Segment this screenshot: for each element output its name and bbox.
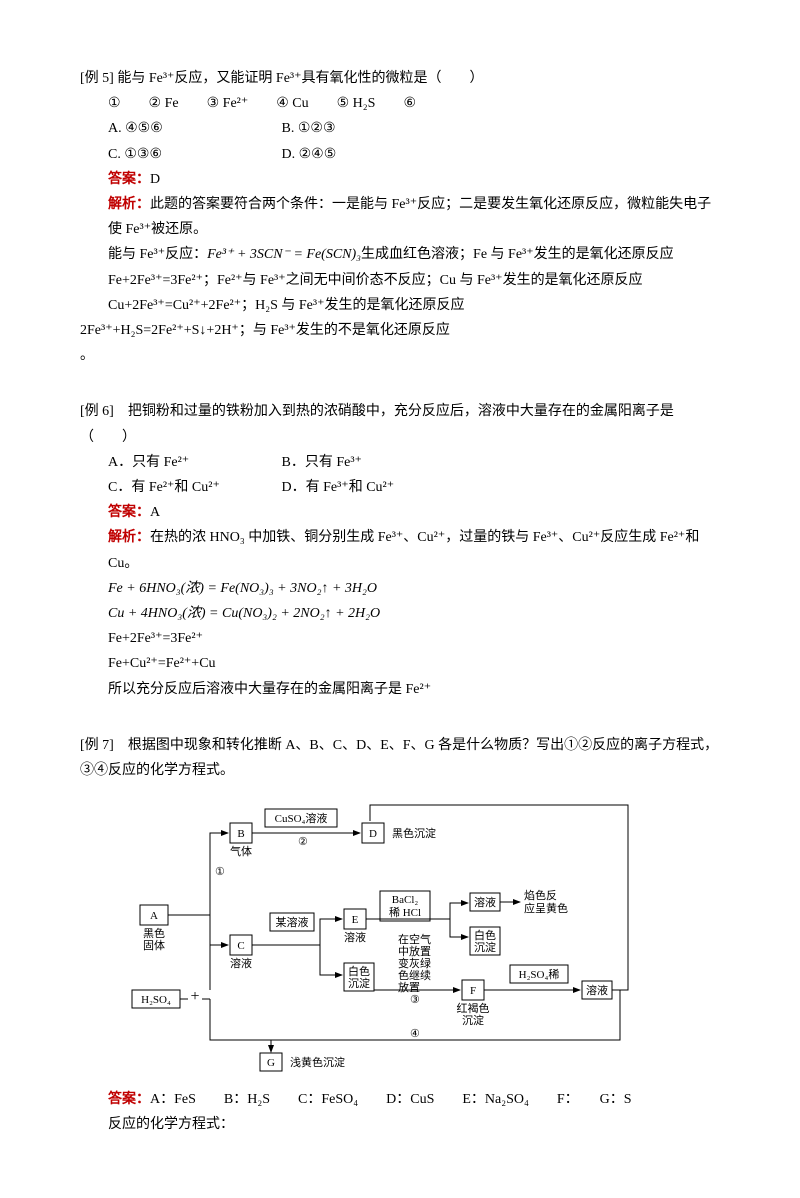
cuso4-box: CuSO₄溶液 <box>275 811 328 825</box>
f-sub1: 红褐色 <box>457 1001 490 1015</box>
ex6-eq2: Cu + 4HNO₃(浓) = Cu(NO₃)₂ + 2NO₂↑ + 2H₂O <box>80 601 720 626</box>
box-f: F <box>470 985 476 997</box>
circle-3: ③ <box>410 994 420 1006</box>
example-7: [例 7] 根据图中现象和转化推断 A、B、C、D、E、F、G 各是什么物质？写… <box>80 733 720 1138</box>
white-1: 白色 <box>474 928 496 942</box>
eq5-1: Fe³⁺ + 3SCN⁻ = Fe(SCN)₃ <box>207 247 361 262</box>
answer-value: A <box>150 505 160 520</box>
analysis-text: 在热的浓 HNO₃ 中加铁、铜分别生成 Fe³⁺、Cu²⁺，过量的铁与 Fe³⁺… <box>108 530 699 570</box>
analysis-text-1: 此题的答案要符合两个条件：一是能与 Fe³⁺反应；二是要发生氧化还原反应，微粒能… <box>108 197 711 237</box>
ex5-choice-a: A. ④⑤⑥ <box>108 116 278 141</box>
ex6-eq1: Fe + 6HNO₃(浓) = Fe(NO₃)₃ + 3NO₂↑ + 3H₂O <box>80 576 720 601</box>
flame-2: 应呈黄色 <box>524 901 568 915</box>
answer-label: 答案： <box>108 172 150 187</box>
ry2-box: 溶液 <box>586 983 608 997</box>
circle-2: ② <box>298 836 308 848</box>
ex5-options: ① ② Fe ③ Fe²⁺ ④ Cu ⑤ H₂S ⑥ <box>80 91 720 116</box>
answer-text: A：FeS B：H₂S C：FeSO₄ D：CuS E：Na₂SO₄ F： G：… <box>150 1092 632 1107</box>
h2so4-dilute: H₂SO₄稀 <box>519 968 560 981</box>
plus-icon: + <box>190 988 199 1005</box>
circle-4: ④ <box>410 1028 420 1040</box>
box-c: C <box>237 940 244 952</box>
box-b: B <box>237 828 244 840</box>
ex6-conclusion: 所以充分反应后溶液中大量存在的金属阳离子是 Fe²⁺ <box>80 677 720 702</box>
a-sub2: 固体 <box>143 938 165 952</box>
ex6-eq4: Fe+Cu²⁺=Fe²⁺+Cu <box>80 651 720 676</box>
air-5: 放置 <box>398 980 420 994</box>
ex5-choice-c: C. ①③⑥ <box>108 142 278 167</box>
ex5-choices-row2: C. ①③⑥ D. ②④⑤ <box>80 142 720 167</box>
d-right: 黑色沉淀 <box>392 826 436 840</box>
ex5-choice-d: D. ②④⑤ <box>282 142 452 167</box>
a-sub1: 黑色 <box>143 926 165 940</box>
ex6-choice-d: D．有 Fe³⁺和 Cu²⁺ <box>282 475 452 500</box>
air-2: 中放置 <box>398 944 431 958</box>
air-3: 变灰绿 <box>398 956 431 970</box>
c-sub: 溶液 <box>230 956 252 970</box>
ex7-answer: 答案：A：FeS B：H₂S C：FeSO₄ D：CuS E：Na₂SO₄ F：… <box>80 1087 720 1112</box>
ex5-period: 。 <box>80 343 720 368</box>
white-2: 沉淀 <box>474 940 496 954</box>
air-4: 色继续 <box>398 968 431 982</box>
ex6-analysis-1: 解析：在热的浓 HNO₃ 中加铁、铜分别生成 Fe³⁺、Cu²⁺，过量的铁与 F… <box>80 525 720 575</box>
flame-1: 焰色反 <box>524 888 557 902</box>
ex6-choice-c: C．有 Fe²⁺和 Cu²⁺ <box>108 475 278 500</box>
ry-box: 溶液 <box>474 895 496 909</box>
ex6-title: [例 6] 把铜粉和过量的铁粉加入到热的浓硝酸中，充分反应后，溶液中大量存在的金… <box>80 399 720 449</box>
flow-diagram: A 黑色 固体 H₂SO₄ + B 气体 ① CuSO₄溶液 ② D 黑色沉淀 … <box>120 795 680 1075</box>
ex5-choice-b: B. ①②③ <box>282 116 452 141</box>
ex5-choices-row1: A. ④⑤⑥ B. ①②③ <box>80 116 720 141</box>
h2so4-box: H₂SO₄ <box>141 994 171 1006</box>
g-sub: 浅黄色沉淀 <box>290 1055 345 1069</box>
bacl2-1: BaCl₂ <box>392 894 419 906</box>
box-e: E <box>352 914 359 926</box>
ex6-choices-row2: C．有 Fe²⁺和 Cu²⁺ D．有 Fe³⁺和 Cu²⁺ <box>80 475 720 500</box>
ex6-choices-row1: A．只有 Fe²⁺ B．只有 Fe³⁺ <box>80 450 720 475</box>
analysis-label: 解析： <box>108 197 150 212</box>
box-a: A <box>150 910 158 922</box>
white-s2: 沉淀 <box>348 976 370 990</box>
air-1: 在空气 <box>398 932 431 946</box>
e-sub: 溶液 <box>344 930 366 944</box>
answer-label: 答案： <box>108 1092 150 1107</box>
bacl2-2: 稀 HCl <box>389 906 421 919</box>
b-sub: 气体 <box>230 844 252 858</box>
ex6-choice-b: B．只有 Fe³⁺ <box>282 450 452 475</box>
white-s1: 白色 <box>348 964 370 978</box>
example-6: [例 6] 把铜粉和过量的铁粉加入到热的浓硝酸中，充分反应后，溶液中大量存在的金… <box>80 399 720 701</box>
ex6-choice-a: A．只有 Fe²⁺ <box>108 450 278 475</box>
answer-label: 答案： <box>108 505 150 520</box>
ex5-answer: 答案：D <box>80 167 720 192</box>
ex5-analysis-1: 解析：此题的答案要符合两个条件：一是能与 Fe³⁺反应；二是要发生氧化还原反应，… <box>80 192 720 242</box>
example-5: [例 5] 能与 Fe³⁺反应，又能证明 Fe³⁺具有氧化性的微粒是（ ） ① … <box>80 66 720 368</box>
ex5-analysis-3: 2Fe³⁺+H₂S=2Fe²⁺+S↓+2H⁺；与 Fe³⁺发生的不是氧化还原反应 <box>80 318 720 343</box>
ex6-eq3: Fe+2Fe³⁺=3Fe²⁺ <box>80 626 720 651</box>
answer-value: D <box>150 172 160 187</box>
analysis-text-2a: 能与 Fe³⁺反应： <box>108 247 207 262</box>
some-solution: 某溶液 <box>276 915 309 929</box>
box-g: G <box>267 1057 275 1069</box>
ex7-title: [例 7] 根据图中现象和转化推断 A、B、C、D、E、F、G 各是什么物质？写… <box>80 733 720 783</box>
ex5-title: [例 5] 能与 Fe³⁺反应，又能证明 Fe³⁺具有氧化性的微粒是（ ） <box>80 66 720 91</box>
ex6-answer: 答案：A <box>80 500 720 525</box>
ex5-analysis-2: 能与 Fe³⁺反应：Fe³⁺ + 3SCN⁻ = Fe(SCN)₃生成血红色溶液… <box>80 242 720 318</box>
ex7-react: 反应的化学方程式： <box>80 1112 720 1137</box>
box-d: D <box>369 828 377 840</box>
f-sub2: 沉淀 <box>462 1013 484 1027</box>
circle-1: ① <box>215 866 225 878</box>
analysis-label: 解析： <box>108 530 150 545</box>
